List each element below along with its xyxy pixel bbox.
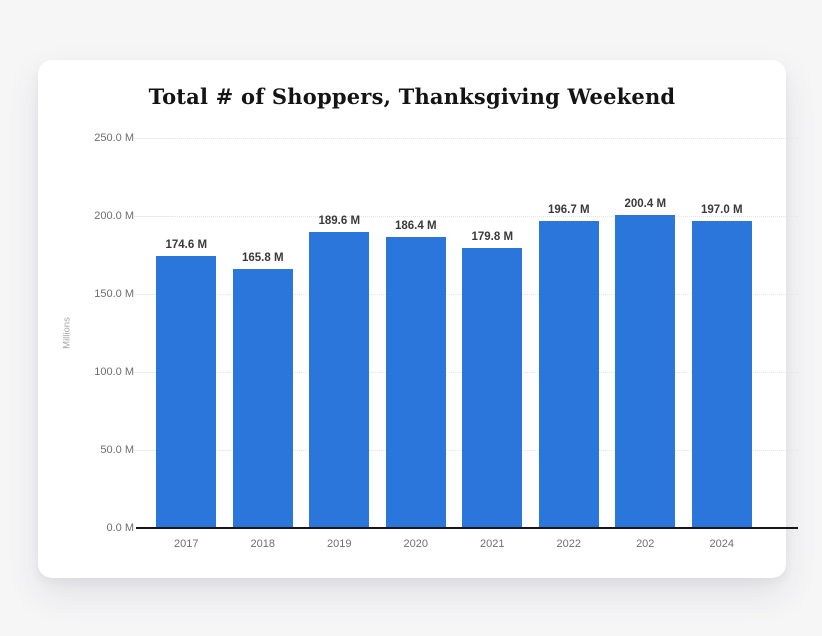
- y-axis-tick: [134, 216, 174, 217]
- bar-value-label: 165.8 M: [241, 252, 284, 265]
- x-axis-tick-label: 2020: [403, 538, 428, 550]
- y-axis-tick: [134, 138, 174, 139]
- bar-group: 174.6 M: [148, 138, 225, 528]
- bar-group: 179.8 M: [454, 138, 531, 528]
- x-axis-tick-label: 2021: [480, 538, 505, 550]
- bar-group: 165.8 M: [225, 138, 302, 528]
- chart-card: Total # of Shoppers, Thanksgiving Weeken…: [38, 60, 798, 578]
- bar-value-label: 189.6 M: [318, 215, 361, 228]
- y-axis-tick: [134, 372, 174, 373]
- y-axis-tick-label: 0.0 M: [106, 522, 134, 534]
- bar-group: 186.4 M: [378, 138, 455, 528]
- y-axis-tick: [134, 450, 174, 451]
- x-axis-tick-label: 202: [636, 538, 655, 550]
- y-axis-labels: 250.0 M 200.0 M 150.0 M 100.0 M 50.0 M 0.0 M: [38, 132, 134, 534]
- y-axis-tick-label: 100.0 M: [94, 366, 134, 378]
- bar[interactable]: [462, 247, 523, 528]
- y-axis-tick-label: 50.0 M: [100, 444, 134, 456]
- gridline: [134, 138, 798, 139]
- bar[interactable]: [232, 269, 293, 528]
- chart-title: Total # of Shoppers, Thanksgiving Weeken…: [148, 84, 676, 109]
- bar-value-label: 186.4 M: [394, 220, 437, 233]
- bar-group: 197.0 M: [684, 138, 761, 528]
- bar[interactable]: [691, 220, 752, 528]
- x-axis-tick-label: 2017: [174, 538, 199, 550]
- bars-row: 174.6 M 165.8 M 189.6 M 186.4 M 179.8 M 196.7…: [148, 138, 760, 528]
- x-axis-tick-label: 2018: [250, 538, 275, 550]
- y-axis-tick-label: 150.0 M: [94, 288, 134, 300]
- x-axis-tick-label: 2022: [556, 538, 581, 550]
- x-axis-tick-label: 2024: [709, 538, 734, 550]
- x-axis-line: [136, 527, 798, 529]
- bar-value-label: 179.8 M: [471, 230, 514, 243]
- gridline: [134, 216, 798, 217]
- y-axis-tick-label: 250.0 M: [94, 132, 134, 144]
- x-axis-labels: 2017 2018 2019 2020 2021 2022 202 2024: [148, 538, 760, 550]
- y-axis-tick: [134, 294, 174, 295]
- bar-value-label: 200.4 M: [624, 198, 667, 211]
- bar[interactable]: [385, 237, 446, 528]
- bar-value-label: 196.7 M: [547, 204, 590, 217]
- bar-group: 200.4 M: [607, 138, 684, 528]
- bar-group: 189.6 M: [301, 138, 378, 528]
- y-axis-tick-label: 200.0 M: [94, 210, 134, 222]
- x-axis-tick-label: 2019: [327, 538, 352, 550]
- plot-area: 174.6 M 165.8 M 189.6 M 186.4 M 179.8 M 196.7…: [134, 138, 798, 529]
- bar-value-label: 197.0 M: [700, 203, 743, 216]
- bar[interactable]: [538, 221, 599, 528]
- bar-group: 196.7 M: [531, 138, 608, 528]
- bar[interactable]: [615, 215, 676, 528]
- bar[interactable]: [156, 255, 217, 528]
- bar[interactable]: [309, 232, 370, 528]
- bar-value-label: 174.6 M: [165, 238, 208, 251]
